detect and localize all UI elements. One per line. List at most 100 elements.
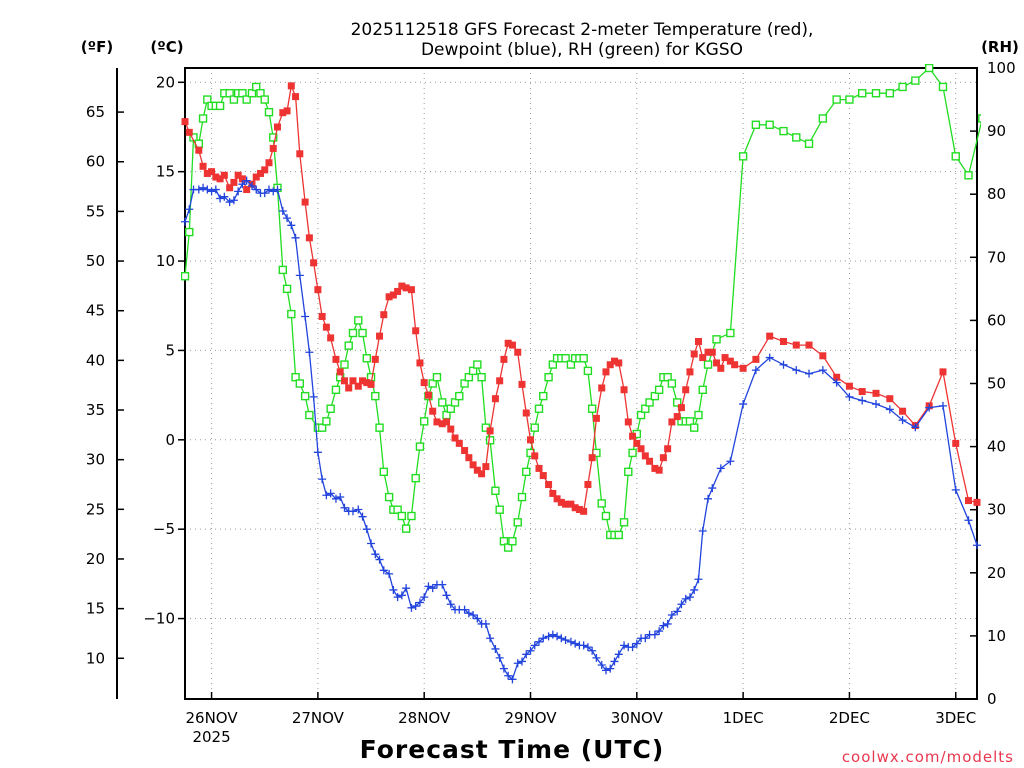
dewpoint-point <box>402 584 411 593</box>
dewpoint-point <box>428 584 437 593</box>
dewpoint-point <box>446 600 455 609</box>
rh-point <box>229 95 239 104</box>
temperature-point <box>500 355 508 363</box>
dewpoint-point <box>690 585 699 594</box>
temperature-point <box>620 386 628 394</box>
temperature-point <box>535 464 543 472</box>
series-line-dewpoint <box>184 179 978 681</box>
temperature-point <box>465 454 473 462</box>
rh-point <box>845 95 854 104</box>
dewpoint-point <box>779 360 788 369</box>
rh-point <box>344 341 353 350</box>
dewpoint-point <box>530 641 539 650</box>
temperature-point <box>557 498 565 506</box>
rh-point <box>384 492 394 502</box>
dewpoint-point <box>832 378 841 387</box>
temperature-point <box>792 341 800 349</box>
dewpoint-point <box>517 657 526 666</box>
rh-point <box>198 114 208 123</box>
temperature-point <box>273 123 281 131</box>
temperature-point <box>726 357 734 365</box>
temperature-point <box>629 432 637 440</box>
temperature-point <box>973 498 981 506</box>
rh-point <box>291 372 300 382</box>
dewpoint-point <box>469 610 478 619</box>
rh-tick-label: 60 <box>987 311 1006 329</box>
dewpoint-point <box>216 194 225 203</box>
temperature-point <box>318 312 326 320</box>
temperature-point <box>443 418 451 426</box>
temperature-point <box>203 169 211 177</box>
rh-point <box>215 101 225 111</box>
dewpoint-point <box>367 539 376 548</box>
rh-point <box>499 537 509 546</box>
rh-point <box>561 354 570 363</box>
fahrenheit-tick-label: 60 <box>86 153 105 171</box>
temperature-point <box>553 495 561 503</box>
rh-point <box>278 265 288 275</box>
rh-point <box>673 398 682 407</box>
rh-point <box>348 328 358 338</box>
rh-point <box>508 537 517 546</box>
series-temperature <box>181 82 981 515</box>
rh-point <box>340 360 349 369</box>
temperature-point <box>469 461 477 469</box>
temperature-point <box>226 184 234 192</box>
dewpoint-point <box>650 630 659 639</box>
temperature-point <box>522 409 530 417</box>
rh-point <box>885 89 895 98</box>
rh-point <box>898 82 907 92</box>
rh-point <box>738 152 748 161</box>
rh-point <box>371 391 380 401</box>
dewpoint-point <box>805 369 814 378</box>
temperature-point <box>562 500 570 508</box>
rh-point <box>690 423 699 432</box>
dewpoint-point <box>539 634 548 643</box>
temperature-point <box>682 386 690 394</box>
dewpoint-point <box>628 643 637 652</box>
dewpoint-point <box>698 526 707 535</box>
temperature-point <box>602 368 610 376</box>
temperature-point <box>407 286 415 294</box>
dewpoint-point <box>229 196 238 205</box>
rh-point <box>256 89 265 98</box>
temperature-point <box>664 445 672 453</box>
temperature-point <box>359 377 367 385</box>
temperature-point <box>899 407 907 415</box>
fahrenheit-tick-label: 45 <box>86 302 105 320</box>
temperature-point <box>708 348 716 356</box>
rh-point <box>269 133 278 142</box>
x-tick-label: 1DEC <box>723 709 764 727</box>
rh-point <box>792 133 801 142</box>
temperature-point <box>527 436 535 444</box>
dewpoint-point <box>305 348 314 357</box>
temperature-point <box>508 341 516 349</box>
rh-point <box>544 372 553 382</box>
rh-point <box>587 404 597 413</box>
temperature-point <box>588 454 596 462</box>
temperature-point <box>455 439 463 447</box>
rh-tick-label: 80 <box>987 185 1006 203</box>
dewpoint-point <box>313 448 322 457</box>
dewpoint-point <box>362 525 371 534</box>
series-layer <box>181 64 981 684</box>
temperature-point <box>504 339 512 347</box>
temperature-point <box>451 434 459 442</box>
dewpoint-point <box>199 183 208 192</box>
temperature-point <box>354 382 362 390</box>
rh-point <box>225 89 234 98</box>
dewpoint-point <box>424 582 433 591</box>
rh-point <box>317 423 327 432</box>
temperature-point <box>238 175 246 183</box>
dewpoint-point <box>225 198 234 207</box>
rh-point <box>534 404 544 413</box>
dewpoint-point <box>641 634 650 643</box>
dewpoint-point <box>535 637 544 646</box>
dewpoint-point <box>739 400 748 409</box>
dewpoint-point <box>260 189 269 198</box>
rh-tick-label: 50 <box>987 375 1006 393</box>
x-tick-label: 29NOV <box>504 709 557 727</box>
temperature-point <box>567 500 575 508</box>
rh-point <box>751 120 761 129</box>
